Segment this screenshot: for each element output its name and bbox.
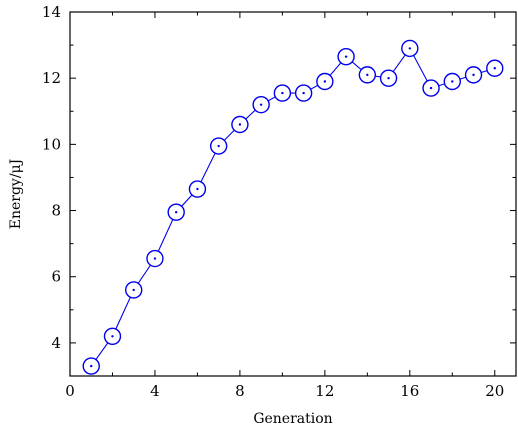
data-point [167,203,185,221]
data-point-center-dot [451,80,454,83]
data-point [82,357,100,375]
axis-labels: Generation Energy/μJ [8,159,333,427]
data-point [379,69,398,87]
data-point [103,327,122,345]
data-point [464,66,483,84]
data-point [422,79,440,97]
data-point [146,249,164,268]
data-point [443,72,461,91]
data-point-center-dot [217,144,220,148]
data-point-center-dot [174,211,178,214]
data-point [316,72,334,91]
data-point-center-dot [281,91,284,95]
data-point [231,115,249,134]
y-tick-label: 8 [51,202,61,220]
data-point-center-dot [493,67,496,70]
data-point-center-dot [387,76,390,80]
data-point [486,59,504,77]
data-point [401,39,419,58]
data-point [358,66,377,84]
data-point-center-dot [344,55,348,58]
x-tick-label: 0 [65,382,75,400]
data-point-center-dot [429,86,433,90]
data-point [209,137,228,155]
data-point [188,180,207,198]
data-point-center-dot [472,73,475,77]
y-tick-label: 4 [51,334,61,352]
data-point-center-dot [238,123,242,126]
x-tick-label: 12 [315,382,334,400]
plot-frame [69,11,517,377]
data-point-center-dot [196,187,199,191]
data-point [252,95,270,114]
x-tick-label: 16 [400,382,419,400]
data-point-center-dot [259,103,263,106]
data-point [337,47,355,66]
y-tick-label: 14 [42,3,61,21]
data-point-center-dot [132,288,135,292]
y-tick-label: 6 [51,268,61,286]
x-axis-title: Generation [253,411,332,427]
y-tick-label: 12 [42,69,61,87]
data-point-center-dot [323,80,327,83]
data-point [125,281,143,299]
data-point [294,84,313,102]
data-point-center-dot [153,257,157,260]
data-point-center-dot [111,335,114,338]
x-tick-label: 4 [150,382,160,400]
data-point-center-dot [302,91,305,95]
plot-area [82,39,504,375]
data-point-center-dot [366,73,369,77]
y-axis-title: Energy/μJ [8,159,24,230]
data-point [273,84,292,102]
data-point-center-dot [408,47,412,50]
axes: 0 4 8 12 16 20 4 6 8 10 12 14 [42,3,517,400]
x-tick-label: 20 [485,382,504,400]
y-tick-label: 10 [42,135,61,153]
data-point-center-dot [90,364,93,368]
x-tick-label: 8 [235,382,245,400]
